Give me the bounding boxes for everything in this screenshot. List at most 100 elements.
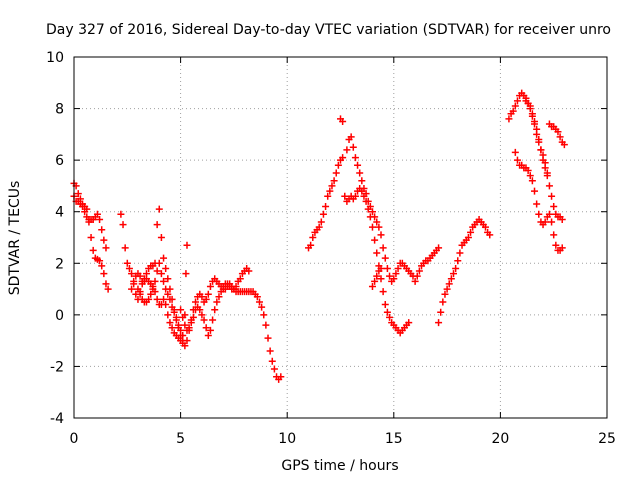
- x-tick-label: 10: [278, 431, 296, 447]
- data-point: [255, 298, 263, 306]
- y-axis-ticks: -4 -2 0 2 4 6 8 10: [46, 50, 607, 427]
- data-point: [371, 236, 379, 244]
- data-point: [360, 192, 368, 200]
- data-point: [531, 187, 539, 195]
- data-point: [456, 249, 464, 257]
- data-point: [383, 308, 391, 316]
- plot-frame: [73, 56, 608, 419]
- data-point: [182, 270, 190, 278]
- data-point: [533, 125, 541, 133]
- y-tick-label: 4: [55, 205, 64, 221]
- data-point: [524, 166, 532, 174]
- y-tick-label: -4: [50, 411, 64, 427]
- y-axis-label: SDTVAR / TECUs: [7, 181, 23, 296]
- data-point: [87, 234, 95, 241]
- x-tick-label: 25: [598, 431, 616, 447]
- data-point: [558, 244, 566, 252]
- data-point: [528, 177, 536, 185]
- data-point: [481, 223, 489, 231]
- data-point: [392, 270, 400, 278]
- data-point: [379, 288, 387, 296]
- data-point: [268, 357, 276, 365]
- data-point: [151, 277, 159, 285]
- data-point: [270, 365, 278, 373]
- data-point: [332, 169, 340, 177]
- data-point: [315, 223, 323, 231]
- data-point: [213, 298, 221, 306]
- data-point: [550, 203, 558, 211]
- data-point: [79, 203, 87, 211]
- data-point: [394, 264, 402, 272]
- data-point: [347, 133, 355, 141]
- data-points: [70, 89, 568, 383]
- data-point: [439, 298, 447, 306]
- data-point: [153, 221, 161, 229]
- data-point: [526, 172, 534, 180]
- data-point: [545, 182, 553, 190]
- data-point: [157, 270, 165, 278]
- data-point: [183, 241, 191, 249]
- data-point: [177, 331, 185, 339]
- data-point: [330, 177, 338, 185]
- x-tick-label: 15: [385, 431, 403, 447]
- data-point: [164, 311, 172, 319]
- data-point: [307, 241, 315, 249]
- data-point: [550, 231, 558, 239]
- data-point: [545, 210, 553, 218]
- data-point: [324, 192, 332, 200]
- data-point: [445, 280, 453, 288]
- data-point: [253, 293, 261, 301]
- y-tick-label: -2: [50, 359, 64, 375]
- data-point: [100, 270, 108, 278]
- data-point: [168, 303, 176, 311]
- data-point: [153, 295, 161, 303]
- data-point: [160, 295, 168, 303]
- data-point: [145, 295, 153, 303]
- data-point: [198, 311, 206, 319]
- data-point: [172, 316, 180, 324]
- data-point: [464, 234, 472, 241]
- y-tick-label: 10: [46, 50, 64, 66]
- data-point: [96, 215, 104, 223]
- data-point: [179, 313, 187, 321]
- data-point: [155, 205, 163, 213]
- data-point: [183, 337, 191, 345]
- data-point: [452, 264, 460, 272]
- data-point: [309, 234, 317, 241]
- data-point: [449, 270, 457, 278]
- data-point: [211, 306, 219, 314]
- x-axis-ticks: 0 5 10 15 20 25: [70, 57, 616, 447]
- data-point: [354, 161, 362, 169]
- data-point: [556, 133, 564, 141]
- data-point: [96, 257, 104, 265]
- data-point: [319, 210, 327, 218]
- data-point: [264, 334, 272, 342]
- data-point: [383, 264, 391, 272]
- data-point: [447, 275, 455, 283]
- data-series: [337, 115, 347, 125]
- data-point: [505, 115, 513, 123]
- data-point: [204, 290, 212, 298]
- data-series: [177, 275, 285, 383]
- data-point: [328, 182, 336, 190]
- data-point: [162, 264, 170, 272]
- data-point: [204, 331, 212, 339]
- data-point: [513, 97, 521, 105]
- data-point: [147, 290, 155, 298]
- data-point: [162, 301, 170, 309]
- data-point: [192, 298, 200, 306]
- data-point: [373, 218, 381, 226]
- data-point: [153, 267, 161, 275]
- data-point: [89, 246, 97, 254]
- data-point: [128, 270, 136, 278]
- data-point: [198, 293, 206, 301]
- data-series: [341, 185, 413, 337]
- data-point: [326, 187, 334, 195]
- data-point: [377, 264, 385, 272]
- data-point: [181, 342, 189, 350]
- data-point: [535, 136, 543, 144]
- data-point: [189, 306, 197, 314]
- data-point: [177, 306, 185, 314]
- data-point: [554, 128, 562, 136]
